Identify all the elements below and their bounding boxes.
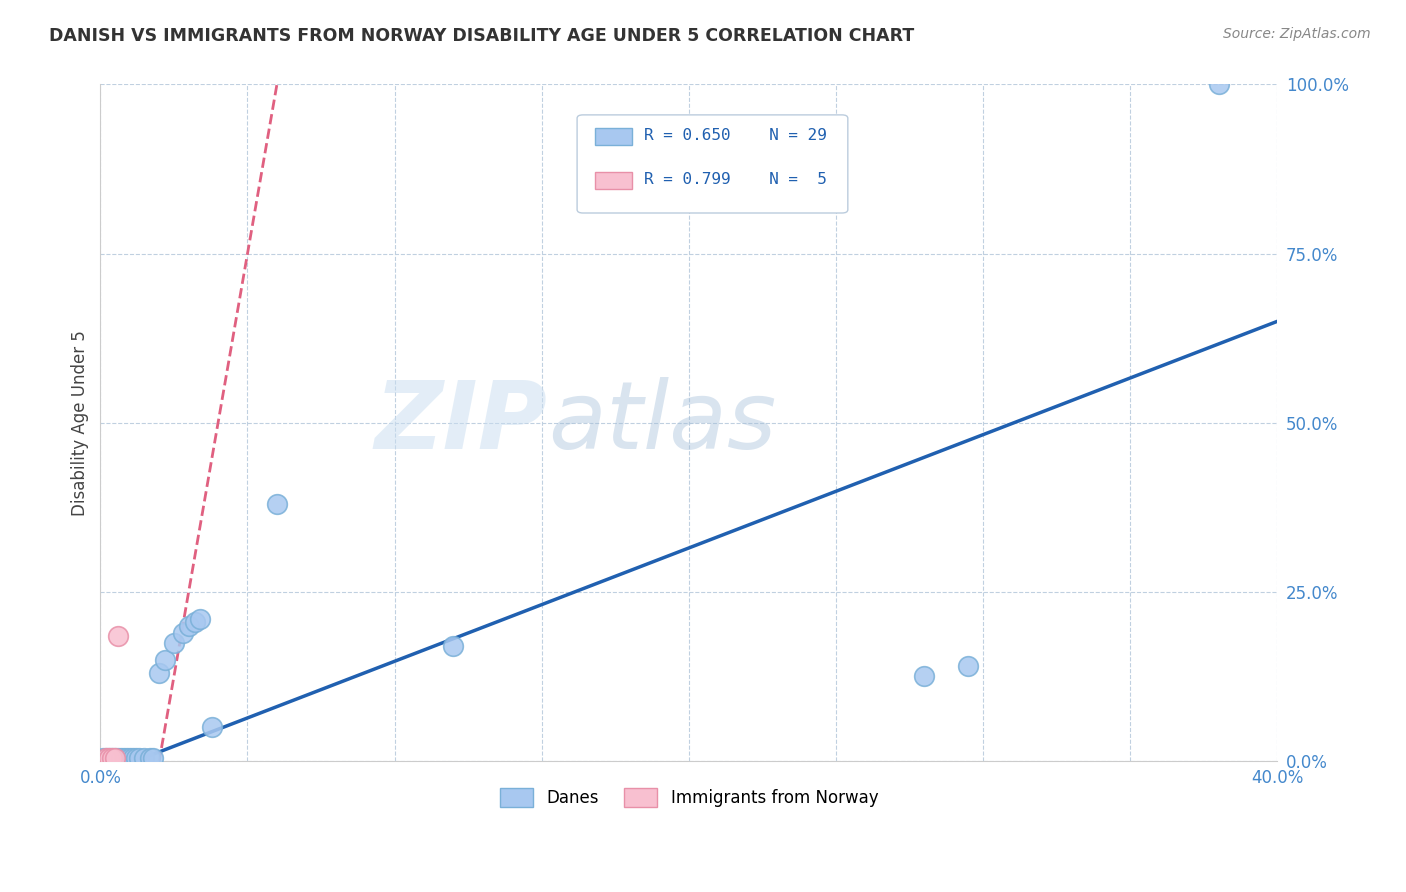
Point	[148, 666, 170, 681]
Point	[172, 625, 194, 640]
Point	[124, 750, 146, 764]
Point	[128, 750, 150, 764]
Point	[96, 750, 118, 764]
FancyBboxPatch shape	[595, 172, 633, 189]
Point	[112, 750, 135, 764]
Point	[139, 750, 162, 764]
Text: R = 0.799    N =  5: R = 0.799 N = 5	[644, 172, 827, 187]
Text: DANISH VS IMMIGRANTS FROM NORWAY DISABILITY AGE UNDER 5 CORRELATION CHART: DANISH VS IMMIGRANTS FROM NORWAY DISABIL…	[49, 27, 914, 45]
Text: atlas: atlas	[548, 377, 776, 468]
Point	[201, 720, 224, 734]
Point	[912, 669, 935, 683]
Text: R = 0.650    N = 29: R = 0.650 N = 29	[644, 128, 827, 144]
Point	[190, 612, 212, 626]
Point	[163, 635, 186, 649]
Point	[98, 750, 121, 764]
Point	[107, 750, 129, 764]
Point	[101, 750, 124, 764]
Point	[104, 750, 127, 764]
Legend: Danes, Immigrants from Norway: Danes, Immigrants from Norway	[494, 781, 884, 814]
Point	[98, 750, 121, 764]
Point	[91, 750, 114, 764]
Point	[107, 629, 129, 643]
Point	[134, 750, 156, 764]
Point	[153, 652, 176, 666]
Point	[266, 497, 288, 511]
Point	[957, 659, 980, 673]
Y-axis label: Disability Age Under 5: Disability Age Under 5	[72, 330, 89, 516]
Point	[142, 750, 165, 764]
FancyBboxPatch shape	[576, 115, 848, 213]
Point	[177, 619, 200, 633]
Text: Source: ZipAtlas.com: Source: ZipAtlas.com	[1223, 27, 1371, 41]
Point	[110, 750, 132, 764]
Text: ZIP: ZIP	[375, 376, 548, 469]
Point	[115, 750, 138, 764]
Point	[183, 615, 205, 630]
Point	[443, 639, 465, 653]
Point	[96, 750, 118, 764]
Point	[104, 750, 127, 764]
Point	[1208, 78, 1230, 92]
Point	[121, 750, 143, 764]
FancyBboxPatch shape	[595, 128, 633, 145]
Point	[101, 750, 124, 764]
Point	[118, 750, 141, 764]
